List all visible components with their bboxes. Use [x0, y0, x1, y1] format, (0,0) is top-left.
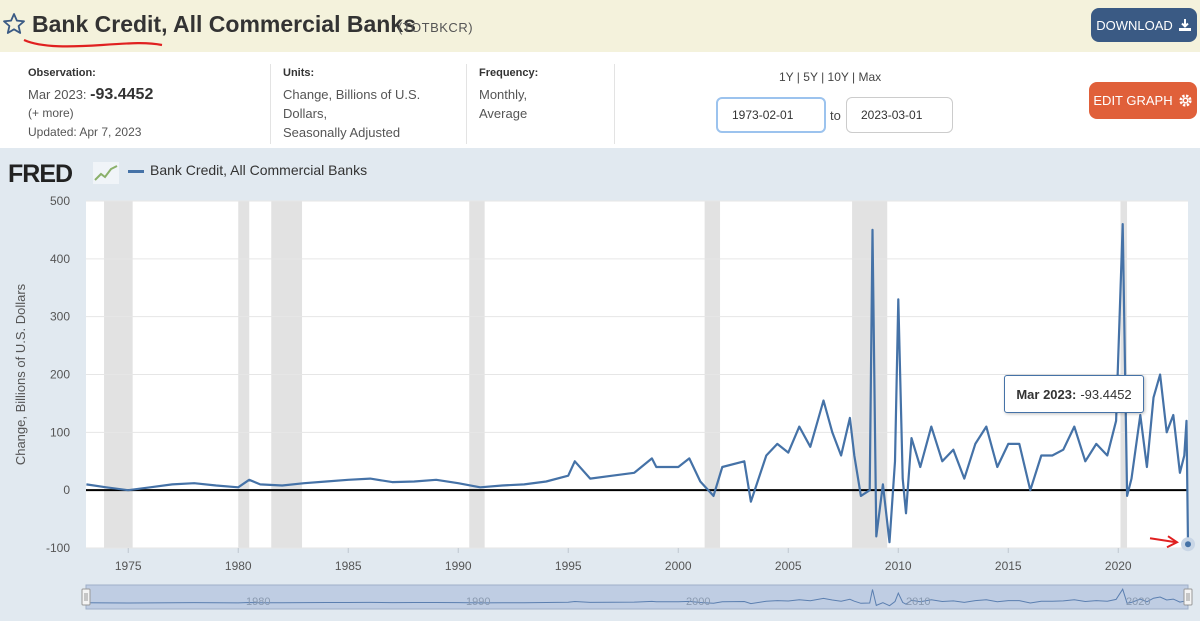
edit-graph-label: EDIT GRAPH — [1093, 93, 1173, 108]
red-arrow-annotation — [1149, 537, 1177, 544]
frequency-label: Frequency: — [479, 67, 539, 79]
navigator-label: 1990 — [466, 596, 490, 608]
series-id: (TOTBKCR) — [398, 20, 474, 35]
units-label: Units: — [283, 67, 315, 79]
legend-swatch — [128, 170, 144, 173]
x-tick-label: 1990 — [445, 559, 472, 573]
units-line: Seasonally Adjusted — [283, 125, 401, 140]
y-tick-label: 200 — [50, 368, 70, 382]
y-tick-label: 100 — [50, 425, 70, 439]
y-axis-label: Change, Billions of U.S. Dollars — [13, 283, 28, 465]
units-line: Dollars, — [283, 106, 328, 121]
last-point — [1185, 541, 1191, 548]
page-title: Bank Credit, All Commercial Banks — [32, 11, 416, 37]
units-block: Units: Change, Billions of U.S. Dollars,… — [283, 64, 420, 142]
meta-divider — [614, 64, 615, 144]
navigator-label: 1980 — [246, 596, 270, 608]
range-1y[interactable]: 1Y — [779, 70, 794, 84]
navigator-label: 2010 — [906, 596, 930, 608]
tooltip-date: Mar 2023: — [1016, 386, 1077, 402]
series-line — [86, 223, 1190, 545]
observation-label: Observation: — [28, 67, 96, 79]
navigator-label: 2000 — [686, 596, 710, 608]
red-arrow-head — [1166, 535, 1179, 549]
y-tick-label: 400 — [50, 252, 70, 266]
to-label: to — [830, 108, 841, 123]
legend-label: Bank Credit, All Commercial Banks — [150, 162, 368, 178]
fred-sparkline-icon — [93, 162, 119, 184]
y-tick-label: 0 — [63, 483, 70, 497]
units-line: Change, Billions of U.S. — [283, 87, 421, 102]
frequency-line: Monthly, — [479, 87, 528, 102]
x-tick-label: 2015 — [995, 559, 1022, 573]
red-underline-annotation — [23, 38, 163, 48]
x-tick-label: 1980 — [225, 559, 252, 573]
observation-value: -93.4452 — [90, 86, 154, 103]
tooltip-value: -93.4452 — [1080, 386, 1132, 402]
end-date-input[interactable]: 2023-03-01 — [846, 97, 953, 133]
observation-date: Mar 2023: — [28, 87, 87, 102]
download-button[interactable]: DOWNLOAD — [1091, 8, 1197, 42]
range-links: 1Y | 5Y | 10Y | Max — [779, 70, 882, 84]
x-tick-label: 2010 — [885, 559, 912, 573]
frequency-line: Average — [479, 106, 528, 121]
x-tick-label: 1985 — [335, 559, 362, 573]
navigator-handle-icon[interactable] — [1183, 588, 1193, 606]
navigator-handle-icon[interactable] — [81, 588, 91, 606]
more-link[interactable]: (+ more) — [28, 106, 74, 120]
fred-logo: FRED — [8, 160, 73, 188]
y-tick-label: -100 — [46, 541, 70, 555]
y-tick-label: 500 — [50, 194, 70, 208]
title-bar: Bank Credit, All Commercial Banks (TOTBK… — [0, 0, 1200, 52]
navigator-label: 2020 — [1126, 596, 1150, 608]
updated-date: Updated: Apr 7, 2023 — [28, 125, 142, 139]
frequency-block: Frequency: Monthly, Average — [479, 64, 538, 123]
download-label: DOWNLOAD — [1096, 17, 1173, 33]
y-tick-label: 300 — [50, 310, 70, 324]
x-tick-label: 2005 — [775, 559, 802, 573]
meta-divider — [466, 64, 467, 144]
x-tick-label: 2020 — [1105, 559, 1132, 573]
x-tick-label: 2000 — [665, 559, 692, 573]
navigator-series — [86, 588, 1189, 607]
range-10y[interactable]: 10Y — [827, 70, 849, 84]
navigator-track — [85, 584, 1189, 610]
download-icon — [1178, 19, 1191, 31]
meta-bar: Observation: Mar 2023: -93.4452 (+ more)… — [0, 52, 1200, 148]
meta-divider — [270, 64, 271, 144]
observation-block: Observation: Mar 2023: -93.4452 (+ more)… — [28, 64, 153, 142]
edit-graph-button[interactable]: EDIT GRAPH — [1089, 82, 1197, 119]
x-tick-label: 1995 — [555, 559, 582, 573]
star-icon[interactable] — [2, 12, 26, 36]
x-tick-label: 1975 — [115, 559, 142, 573]
range-max[interactable]: Max — [858, 70, 882, 84]
range-5y[interactable]: 5Y — [803, 70, 818, 84]
start-date-input[interactable]: 1973-02-01 — [716, 97, 826, 133]
tooltip: Mar 2023: -93.4452 — [1004, 375, 1144, 413]
gear-icon — [1179, 94, 1192, 107]
